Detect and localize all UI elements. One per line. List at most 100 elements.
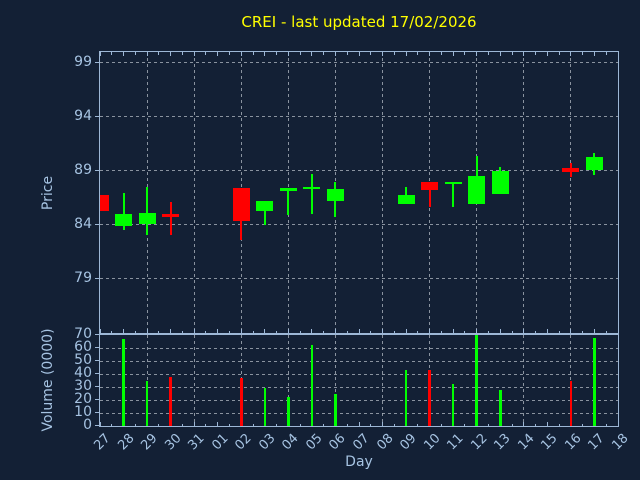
x-tick-minor: [582, 423, 584, 426]
x-tick-major: [499, 329, 501, 333]
x-tick-minor: [252, 330, 254, 333]
x-tick-minor: [535, 52, 537, 55]
price-tick-label: 84: [74, 215, 92, 232]
x-tick-major: [287, 329, 289, 333]
volume-bar: [428, 370, 431, 426]
candle-body: [468, 176, 486, 205]
x-tick-minor: [370, 423, 372, 426]
x-tick-major: [100, 422, 101, 426]
day-gridline: [617, 335, 618, 426]
x-tick-minor: [158, 423, 160, 426]
x-tick-minor: [558, 330, 560, 333]
x-tick-minor: [111, 330, 113, 333]
x-tick-minor: [393, 52, 395, 55]
volume-bar: [404, 370, 408, 426]
volume-bar: [287, 397, 290, 426]
candle-wick: [287, 188, 290, 216]
volume-tick: [95, 360, 99, 361]
x-tick-minor: [605, 52, 607, 55]
volume-tick-label: 50: [74, 352, 92, 368]
x-tick-major: [146, 52, 148, 56]
x-tick-major: [264, 52, 266, 56]
x-tick-minor: [158, 330, 160, 333]
x-tick-major: [334, 329, 336, 333]
day-gridline: [570, 52, 572, 333]
candle-body: [115, 214, 133, 226]
price-gridline: [100, 278, 618, 280]
candle-wick: [169, 202, 172, 235]
volume-bar: [569, 380, 573, 426]
price-tick-label: 94: [74, 107, 92, 124]
x-tick-major: [546, 329, 548, 333]
volume-tick: [95, 334, 99, 335]
price-axis-label: Price: [40, 175, 56, 211]
x-tick-minor: [535, 423, 537, 426]
volume-tick-label: 30: [74, 378, 92, 394]
candle-body: [162, 214, 180, 218]
x-tick-major: [264, 329, 266, 333]
candle-body: [279, 188, 297, 192]
x-tick-minor: [299, 52, 301, 55]
x-tick-minor: [417, 52, 419, 55]
x-tick-major: [100, 329, 101, 333]
x-tick-major: [217, 422, 219, 426]
x-tick-minor: [558, 423, 560, 426]
candle-wick: [428, 181, 431, 207]
x-tick-minor: [605, 423, 607, 426]
candle-body: [491, 170, 509, 194]
price-tick: [95, 115, 99, 117]
price-tick-label: 99: [74, 53, 92, 70]
x-tick-minor: [346, 330, 348, 333]
x-tick-minor: [605, 330, 607, 333]
x-tick-minor: [181, 330, 183, 333]
x-tick-minor: [488, 330, 489, 333]
x-tick-minor: [276, 330, 278, 333]
x-tick-major: [193, 329, 195, 333]
volume-bar: [263, 388, 267, 426]
price-gridline: [100, 116, 618, 118]
volume-gridline: [100, 360, 618, 362]
volume-axis-label: Volume (0000): [40, 328, 56, 432]
x-tick-minor: [229, 423, 230, 426]
day-gridline: [334, 335, 336, 426]
x-tick-major: [523, 422, 525, 426]
day-gridline: [382, 52, 384, 333]
day-gridline: [193, 52, 195, 333]
volume-gridline: [100, 399, 618, 401]
x-tick-major: [523, 329, 525, 333]
x-tick-major: [382, 329, 384, 333]
x-tick-major: [617, 329, 618, 333]
x-tick-minor: [558, 52, 560, 55]
day-gridline: [193, 335, 195, 426]
price-tick: [95, 61, 99, 63]
x-tick-major: [358, 329, 360, 333]
x-tick-major: [546, 52, 548, 56]
volume-gridline: [100, 373, 618, 375]
x-tick-minor: [252, 52, 254, 55]
candle-wick: [146, 187, 149, 235]
x-tick-minor: [464, 52, 466, 55]
price-tick: [95, 169, 99, 171]
x-tick-major: [358, 52, 360, 56]
price-gridline: [100, 224, 618, 226]
x-tick-major: [217, 329, 219, 333]
x-tick-major: [546, 422, 548, 426]
day-gridline: [523, 52, 525, 333]
x-tick-major: [452, 52, 454, 56]
x-tick-major: [146, 329, 148, 333]
x-tick-minor: [276, 52, 278, 55]
x-tick-major: [405, 329, 407, 333]
x-tick-major: [240, 52, 242, 56]
candle-body: [326, 189, 344, 202]
x-tick-minor: [393, 423, 395, 426]
volume-tick: [95, 347, 99, 348]
x-tick-major: [570, 329, 572, 333]
x-axis-label: Day: [345, 454, 373, 470]
volume-tick-label: 20: [74, 391, 92, 407]
x-tick-major: [570, 52, 572, 56]
x-tick-minor: [464, 423, 466, 426]
x-tick-minor: [158, 52, 160, 55]
x-tick-major: [193, 52, 195, 56]
volume-bar: [240, 377, 243, 426]
